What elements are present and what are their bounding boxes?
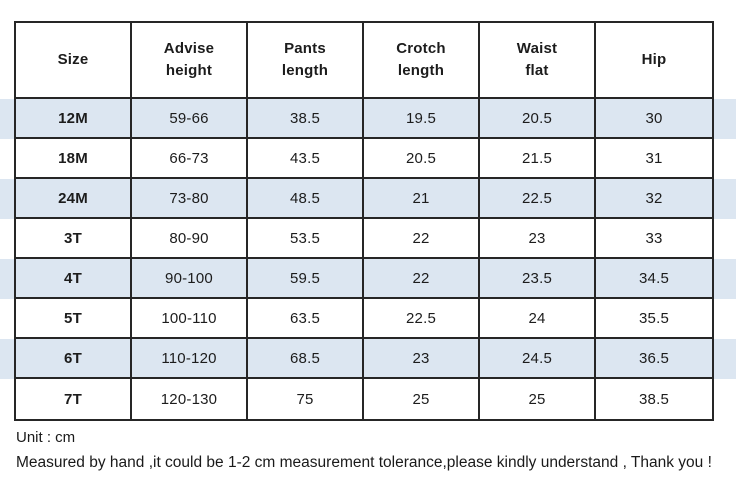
cell-crotch-length: 22.5: [364, 299, 480, 339]
cell-size: 24M: [16, 179, 132, 219]
cell-pants-length: 59.5: [248, 259, 364, 299]
cell-hip: 32: [596, 179, 712, 219]
header-cell-waist-flat: Waist flat: [480, 23, 596, 99]
cell-advise-height: 90-100: [132, 259, 248, 299]
header-cell-advise-height: Advise height: [132, 23, 248, 99]
header-cell-pants-length: Pants length: [248, 23, 364, 99]
size-chart-table: Size Advise height Pants length Crotch l…: [14, 21, 714, 421]
cell-advise-height: 73-80: [132, 179, 248, 219]
header-label: Size: [57, 51, 89, 69]
cell-size: 6T: [16, 339, 132, 379]
cell-crotch-length: 20.5: [364, 139, 480, 179]
header-cell-hip: Hip: [596, 23, 712, 99]
header-label: Crotch length: [396, 40, 446, 79]
cell-crotch-length: 25: [364, 379, 480, 419]
header-cell-size: Size: [16, 23, 132, 99]
cell-advise-height: 80-90: [132, 219, 248, 259]
header-cell-crotch-length: Crotch length: [364, 23, 480, 99]
row-stripe: [0, 339, 736, 379]
header-label: Hip: [641, 51, 667, 69]
cell-waist-flat: 20.5: [480, 99, 596, 139]
cell-waist-flat: 24.5: [480, 339, 596, 379]
cell-hip: 31: [596, 139, 712, 179]
cell-hip: 30: [596, 99, 712, 139]
cell-size: 3T: [16, 219, 132, 259]
tolerance-note: Measured by hand ,it could be 1-2 cm mea…: [16, 454, 712, 471]
header-label: Pants length: [281, 40, 329, 79]
cell-waist-flat: 25: [480, 379, 596, 419]
cell-size: 18M: [16, 139, 132, 179]
cell-advise-height: 66-73: [132, 139, 248, 179]
cell-waist-flat: 21.5: [480, 139, 596, 179]
unit-note: Unit : cm: [16, 429, 76, 446]
cell-waist-flat: 24: [480, 299, 596, 339]
cell-pants-length: 48.5: [248, 179, 364, 219]
cell-crotch-length: 21: [364, 179, 480, 219]
cell-hip: 33: [596, 219, 712, 259]
cell-crotch-length: 19.5: [364, 99, 480, 139]
row-stripe: [0, 259, 736, 299]
cell-pants-length: 63.5: [248, 299, 364, 339]
row-stripe: [0, 179, 736, 219]
row-stripe: [0, 99, 736, 139]
cell-pants-length: 53.5: [248, 219, 364, 259]
cell-waist-flat: 22.5: [480, 179, 596, 219]
cell-advise-height: 110-120: [132, 339, 248, 379]
cell-hip: 38.5: [639, 390, 669, 408]
cell-advise-height: 120-130: [132, 379, 248, 419]
cell-pants-length: 68.5: [248, 339, 364, 379]
header-label: Advise height: [163, 40, 215, 79]
header-label: Waist flat: [516, 40, 558, 79]
cell-waist-flat: 23: [480, 219, 596, 259]
cell-pants-length: 43.5: [248, 139, 364, 179]
cell-hip: 36.5: [596, 339, 712, 379]
cell-size: 12M: [16, 99, 132, 139]
cell-pants-length: 75: [248, 379, 364, 419]
cell-crotch-length: 22: [364, 259, 480, 299]
cell-crotch-length: 23: [364, 339, 480, 379]
cell-advise-height: 100-110: [132, 299, 248, 339]
cell-advise-height: 59-66: [132, 99, 248, 139]
cell-hip: 35.5: [596, 299, 712, 339]
cell-hip: 34.5: [596, 259, 712, 299]
cell-size: 5T: [16, 299, 132, 339]
cell-crotch-length: 22: [364, 219, 480, 259]
cell-size: 4T: [16, 259, 132, 299]
cell-size: 7T: [16, 379, 132, 419]
cell-waist-flat: 23.5: [480, 259, 596, 299]
cell-pants-length: 38.5: [248, 99, 364, 139]
